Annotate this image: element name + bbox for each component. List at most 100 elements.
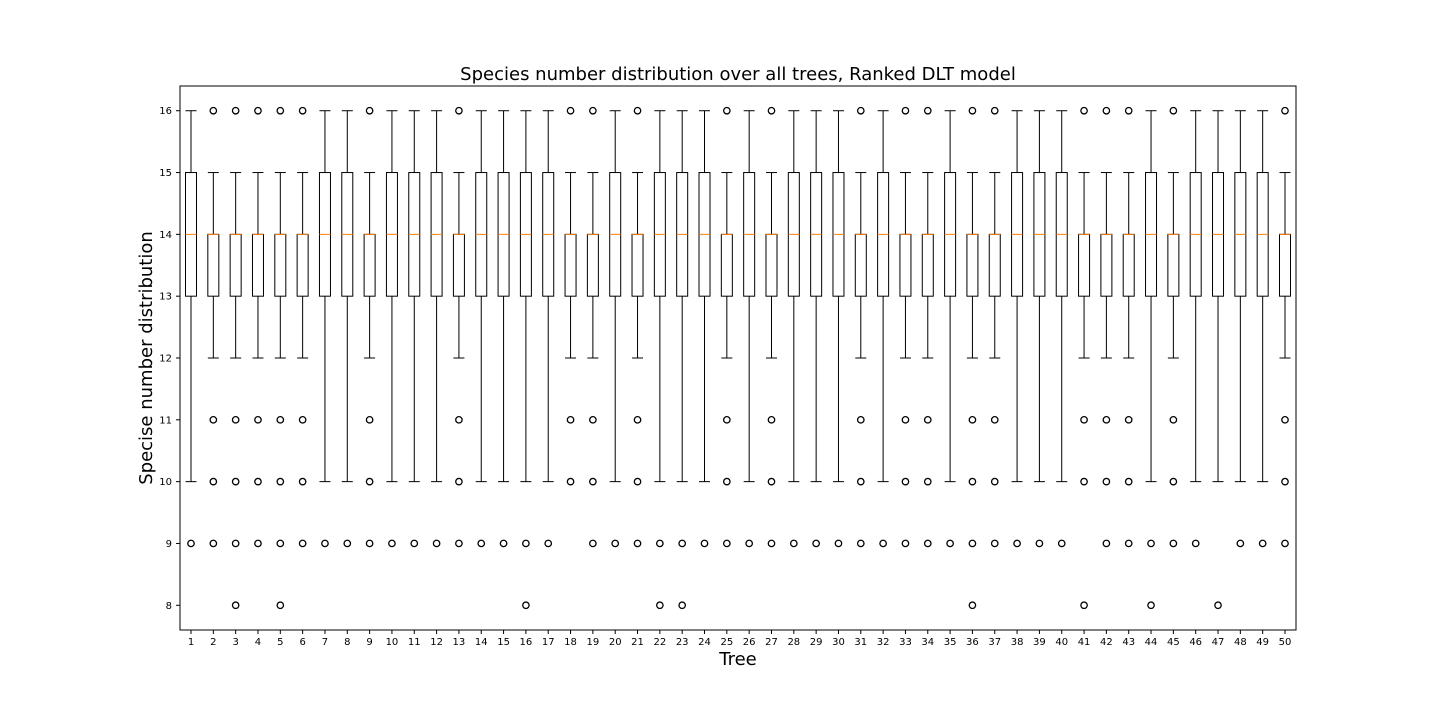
outlier-point bbox=[767, 106, 776, 115]
outlier-point bbox=[678, 601, 687, 610]
outlier-point bbox=[990, 106, 999, 115]
outlier-point bbox=[298, 539, 307, 548]
outlier-point bbox=[1236, 539, 1245, 548]
outlier-point bbox=[901, 539, 910, 548]
outlier-point bbox=[1169, 539, 1178, 548]
outlier-point bbox=[722, 477, 731, 486]
outlier-point bbox=[1080, 477, 1088, 486]
outlier-point bbox=[365, 106, 374, 115]
outlier-point bbox=[834, 539, 843, 548]
x-tick-label: 12 bbox=[430, 637, 443, 648]
y-tick-label: 15 bbox=[159, 168, 172, 179]
x-tick-label: 45 bbox=[1167, 637, 1180, 648]
box-11 bbox=[408, 110, 421, 548]
outlier-point bbox=[343, 539, 352, 548]
outlier-point bbox=[1013, 539, 1021, 548]
outlier-point bbox=[1147, 539, 1155, 548]
x-tick-label: 16 bbox=[520, 637, 533, 648]
outlier-point bbox=[1281, 539, 1289, 548]
x-tick-label: 40 bbox=[1055, 637, 1068, 648]
outlier-point bbox=[566, 106, 575, 115]
outlier-point bbox=[1080, 106, 1088, 115]
x-tick-label: 29 bbox=[810, 637, 823, 648]
outlier-point bbox=[1102, 415, 1111, 424]
outlier-point bbox=[365, 415, 374, 424]
box-28 bbox=[787, 110, 800, 548]
y-axis-label: Specise number distribution bbox=[136, 231, 157, 485]
outlier-point bbox=[1057, 539, 1066, 548]
box-42 bbox=[1100, 106, 1113, 548]
outlier-point bbox=[656, 601, 664, 610]
box-21 bbox=[631, 106, 644, 548]
box-43 bbox=[1122, 106, 1135, 548]
outlier-point bbox=[254, 106, 262, 115]
x-tick-label: 36 bbox=[966, 637, 979, 648]
box-48 bbox=[1234, 110, 1247, 548]
box-2 bbox=[207, 106, 220, 548]
outlier-point bbox=[298, 477, 307, 486]
box-27 bbox=[765, 106, 778, 548]
outlier-point bbox=[276, 477, 285, 486]
outlier-point bbox=[365, 477, 374, 486]
x-tick-label: 13 bbox=[453, 637, 466, 648]
outlier-point bbox=[209, 415, 218, 424]
y-tick-label: 14 bbox=[159, 230, 172, 241]
outlier-point bbox=[589, 539, 597, 548]
x-tick-label: 46 bbox=[1189, 637, 1202, 648]
x-tick-label: 19 bbox=[587, 637, 600, 648]
outlier-point bbox=[432, 539, 441, 548]
box-44 bbox=[1145, 110, 1158, 610]
box-10 bbox=[385, 110, 398, 548]
outlier-point bbox=[298, 106, 307, 115]
outlier-point bbox=[254, 539, 262, 548]
outlier-point bbox=[968, 106, 977, 115]
outlier-point bbox=[231, 106, 240, 115]
x-tick-label: 50 bbox=[1279, 637, 1292, 648]
box-20 bbox=[609, 110, 622, 548]
outlier-point bbox=[879, 539, 887, 548]
x-tick-label: 17 bbox=[542, 637, 555, 648]
box-iqr bbox=[765, 233, 778, 297]
outlier-point bbox=[1124, 415, 1133, 424]
outlier-point bbox=[566, 477, 575, 486]
x-tick-label: 27 bbox=[765, 637, 778, 648]
x-tick-label: 42 bbox=[1100, 637, 1113, 648]
box-iqr bbox=[921, 233, 934, 297]
box-15 bbox=[497, 110, 510, 548]
outlier-point bbox=[276, 106, 285, 115]
box-25 bbox=[720, 106, 733, 548]
outlier-point bbox=[1191, 539, 1200, 548]
y-tick-label: 8 bbox=[166, 601, 172, 612]
x-tick-label: 37 bbox=[988, 637, 1001, 648]
box-iqr bbox=[452, 233, 465, 297]
box-37 bbox=[988, 106, 1001, 548]
box-49 bbox=[1256, 110, 1269, 548]
x-tick-label: 34 bbox=[921, 637, 934, 648]
outlier-point bbox=[522, 539, 530, 548]
y-tick-label: 16 bbox=[159, 106, 172, 117]
box-24 bbox=[698, 110, 711, 548]
outlier-point bbox=[990, 539, 999, 548]
outlier-point bbox=[968, 415, 977, 424]
box-iqr bbox=[564, 233, 577, 297]
outlier-point bbox=[455, 106, 463, 115]
box-32 bbox=[877, 110, 890, 548]
outlier-point bbox=[231, 539, 240, 548]
x-tick-label: 47 bbox=[1212, 637, 1225, 648]
x-tick-label: 49 bbox=[1256, 637, 1269, 648]
outlier-point bbox=[209, 106, 218, 115]
outlier-point bbox=[231, 415, 240, 424]
x-tick-label: 32 bbox=[877, 637, 890, 648]
box-33 bbox=[899, 106, 912, 548]
outlier-point bbox=[589, 106, 597, 115]
outlier-point bbox=[321, 539, 329, 548]
box-iqr bbox=[1167, 233, 1180, 297]
box-29 bbox=[810, 110, 823, 548]
box-1 bbox=[185, 110, 197, 548]
outlier-point bbox=[633, 106, 642, 115]
x-axis: 1 2 3 4 5 6 7 8 9 10 11 12 13 14 15 16 17 18 19 20 21 22 23 24 2… bbox=[188, 630, 1292, 648]
outlier-point bbox=[1124, 539, 1133, 548]
outlier-point bbox=[276, 601, 285, 610]
box-iqr bbox=[631, 233, 644, 297]
box-40 bbox=[1055, 110, 1068, 548]
